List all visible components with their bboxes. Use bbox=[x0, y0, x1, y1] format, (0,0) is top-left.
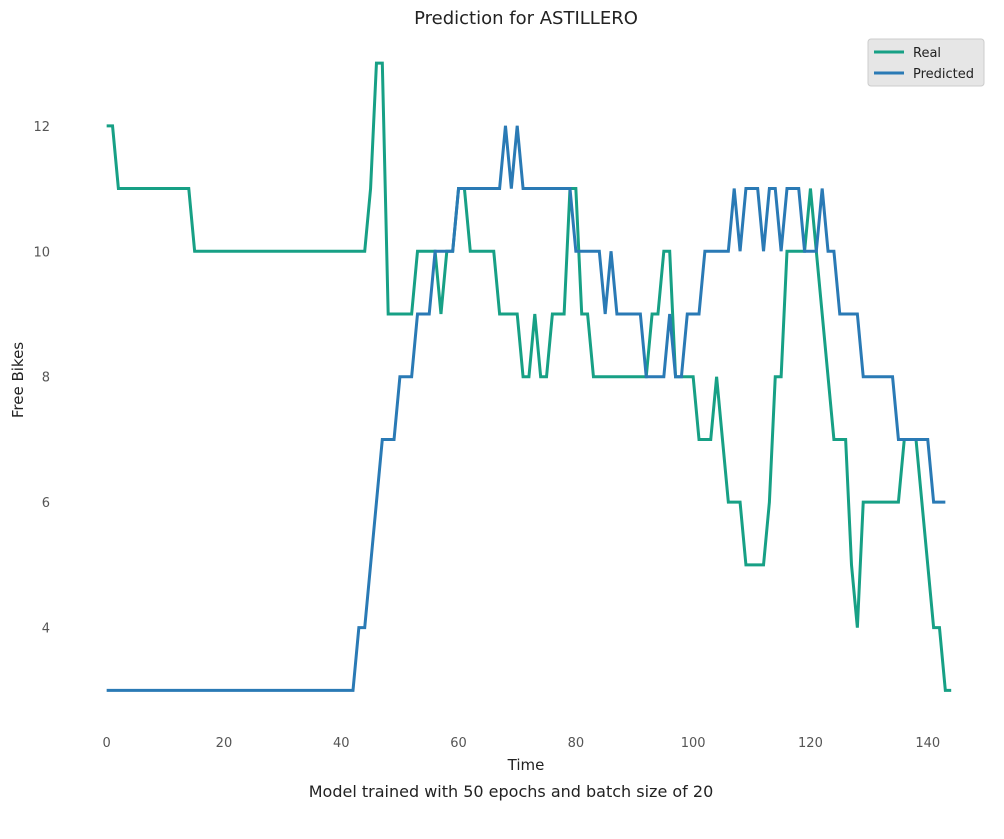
x-tick-label: 40 bbox=[333, 736, 350, 751]
y-tick-label: 8 bbox=[42, 371, 50, 386]
y-tick-label: 4 bbox=[42, 622, 50, 637]
y-tick-label: 10 bbox=[33, 245, 50, 260]
legend-label-predicted: Predicted bbox=[913, 67, 974, 82]
x-axis-ticks: 0 20 40 60 80 100 120 140 bbox=[103, 736, 941, 751]
x-tick-label: 100 bbox=[681, 736, 706, 751]
chart-caption: Model trained with 50 epochs and batch s… bbox=[309, 782, 714, 801]
series-line-predicted bbox=[106, 125, 946, 692]
x-tick-label: 80 bbox=[568, 736, 585, 751]
y-axis-ticks: 4 6 8 10 12 bbox=[33, 120, 50, 637]
x-axis-label: Time bbox=[507, 756, 545, 774]
x-tick-label: 140 bbox=[915, 736, 940, 751]
legend: Real Predicted bbox=[867, 38, 985, 87]
x-tick-label: 20 bbox=[216, 736, 233, 751]
plot-area bbox=[106, 61, 952, 692]
y-tick-label: 6 bbox=[42, 496, 50, 511]
chart-title: Prediction for ASTILLERO bbox=[414, 8, 638, 29]
y-axis-label: Free Bikes bbox=[9, 342, 27, 418]
series-line-real bbox=[106, 61, 952, 692]
x-tick-label: 60 bbox=[450, 736, 467, 751]
legend-label-real: Real bbox=[913, 46, 941, 61]
y-tick-label: 12 bbox=[33, 120, 50, 135]
x-tick-label: 120 bbox=[798, 736, 823, 751]
x-tick-label: 0 bbox=[103, 736, 111, 751]
